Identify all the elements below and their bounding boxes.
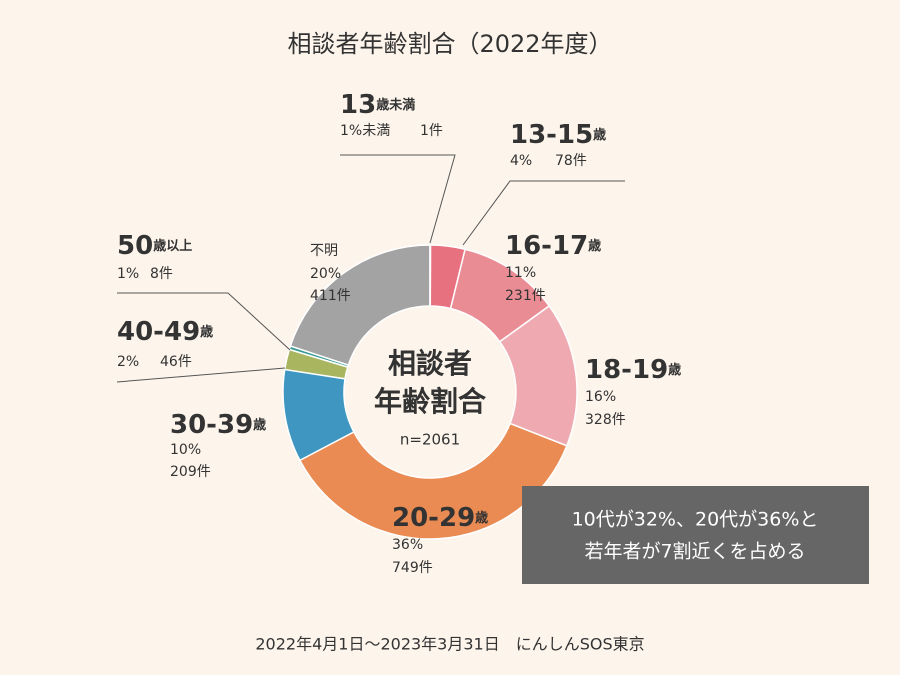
percent-label: 4% xyxy=(510,153,532,169)
leader-line xyxy=(340,154,456,244)
value-label: 46件 xyxy=(160,354,192,370)
value-label: 749件 xyxy=(392,560,433,576)
value-label: 209件 xyxy=(170,464,211,480)
category-label: 16-17歳 xyxy=(505,231,601,261)
category-label: 不明 xyxy=(310,243,338,259)
value-label: 411件 xyxy=(310,288,351,304)
center-note: n=2061 xyxy=(400,431,460,449)
category-label: 20-29歳 xyxy=(392,503,488,533)
value-label: 78件 xyxy=(555,153,587,169)
percent-label: 2% xyxy=(117,354,139,370)
donut-slice xyxy=(289,244,431,367)
category-label: 50歳以上 xyxy=(117,231,192,261)
labels: 13歳未満 1%未満 1件 13-15歳 4% 78件 16-17歳 11% 231件 18-19… xyxy=(117,90,681,577)
center-line: 相談者 xyxy=(388,347,472,380)
leader-line xyxy=(117,292,291,351)
percent-label: 11% xyxy=(505,265,536,281)
value-label: 8件 xyxy=(150,266,173,282)
callout-box xyxy=(522,486,869,584)
donut-slice xyxy=(298,422,568,540)
chart-title: 相談者年齢割合（2022年度） xyxy=(287,30,612,58)
callout-text: 若年者が7割近くを占める xyxy=(584,541,805,563)
value-label: 231件 xyxy=(505,288,546,304)
category-label: 18-19歳 xyxy=(585,355,681,385)
leader-line xyxy=(116,367,286,383)
donut-slice xyxy=(498,304,578,447)
category-label: 40-49歳 xyxy=(117,317,213,347)
donut-slice xyxy=(429,244,466,310)
donut-slice xyxy=(449,248,551,343)
category-label: 30-39歳 xyxy=(170,410,266,440)
category-label: 13-15歳 xyxy=(510,120,606,150)
percent-label: 16% xyxy=(585,389,616,405)
callout-text: 10代が32%、20代が36%と xyxy=(572,509,819,531)
value-label: 1件 xyxy=(420,123,443,139)
percent-label: 10% xyxy=(170,442,201,458)
leader-lines xyxy=(116,154,625,383)
percent-label: 20% xyxy=(310,266,341,282)
leader-line xyxy=(462,180,625,246)
percent-label: 36% xyxy=(392,537,423,553)
footer: 2022年4月1日～2023年3月31日 にんしんSOS東京 xyxy=(255,635,644,654)
percent-label: 1% xyxy=(117,266,139,282)
percent-label: 1%未満 xyxy=(340,123,390,139)
center-line: 年齢割合 xyxy=(374,385,487,418)
category-label: 13歳未満 xyxy=(340,90,415,120)
value-label: 328件 xyxy=(585,412,626,428)
donut-slice xyxy=(282,368,355,462)
